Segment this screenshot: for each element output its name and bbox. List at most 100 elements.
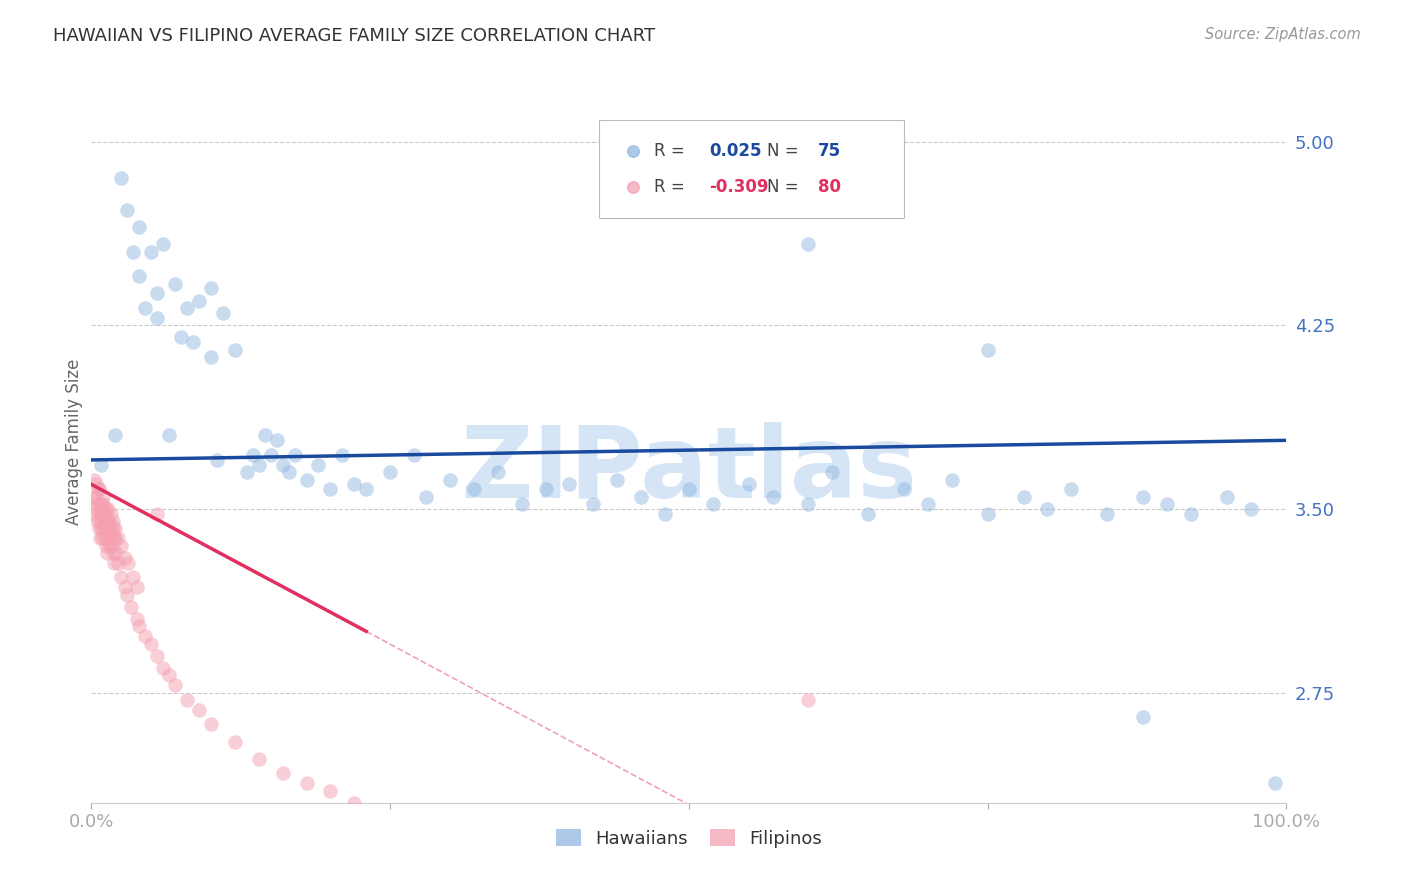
Point bbox=[97, 502, 120, 516]
Point bbox=[253, 428, 276, 442]
Point bbox=[1264, 776, 1286, 790]
Text: 80: 80 bbox=[818, 178, 841, 196]
Point bbox=[117, 556, 139, 570]
Point bbox=[534, 483, 557, 497]
Point bbox=[104, 521, 127, 535]
Point bbox=[90, 497, 112, 511]
Point bbox=[114, 580, 136, 594]
Text: N =: N = bbox=[766, 142, 803, 160]
Point bbox=[125, 612, 148, 626]
Point bbox=[89, 531, 111, 545]
Point bbox=[110, 171, 132, 186]
Point bbox=[146, 310, 169, 325]
Point bbox=[146, 286, 169, 301]
Point bbox=[141, 244, 162, 259]
Point bbox=[976, 507, 998, 521]
Point bbox=[319, 783, 342, 797]
Point bbox=[122, 244, 145, 259]
Point bbox=[224, 343, 246, 357]
Point bbox=[654, 507, 676, 521]
Point bbox=[128, 220, 150, 235]
Point bbox=[91, 507, 114, 521]
Point bbox=[94, 514, 117, 528]
Point bbox=[97, 531, 120, 545]
Point bbox=[277, 465, 299, 479]
Point bbox=[266, 434, 288, 448]
Point bbox=[378, 808, 402, 822]
Text: 0.025: 0.025 bbox=[709, 142, 762, 160]
Point bbox=[510, 497, 533, 511]
Point bbox=[90, 458, 112, 472]
Point bbox=[1240, 502, 1263, 516]
Point bbox=[93, 497, 114, 511]
Point bbox=[86, 514, 108, 528]
Point bbox=[84, 490, 107, 504]
Point bbox=[200, 350, 222, 364]
Text: 75: 75 bbox=[818, 142, 841, 160]
Point bbox=[176, 301, 198, 315]
Point bbox=[122, 570, 145, 584]
Text: N =: N = bbox=[766, 178, 803, 196]
Point bbox=[120, 599, 142, 614]
Point bbox=[558, 477, 581, 491]
Point bbox=[284, 448, 307, 462]
Point bbox=[110, 539, 132, 553]
Point bbox=[115, 588, 138, 602]
Point bbox=[211, 306, 233, 320]
Point bbox=[319, 483, 342, 497]
Point bbox=[1215, 490, 1237, 504]
Point bbox=[90, 497, 112, 511]
Point bbox=[94, 502, 117, 516]
Point bbox=[98, 521, 121, 535]
Text: HAWAIIAN VS FILIPINO AVERAGE FAMILY SIZE CORRELATION CHART: HAWAIIAN VS FILIPINO AVERAGE FAMILY SIZE… bbox=[53, 27, 655, 45]
Point bbox=[163, 277, 186, 291]
Point bbox=[83, 507, 105, 521]
Point bbox=[797, 237, 820, 252]
Point bbox=[170, 330, 193, 344]
Text: Source: ZipAtlas.com: Source: ZipAtlas.com bbox=[1205, 27, 1361, 42]
Point bbox=[1180, 507, 1202, 521]
Point bbox=[134, 301, 156, 315]
Point bbox=[797, 497, 820, 511]
Point bbox=[93, 521, 115, 535]
Point bbox=[84, 477, 107, 491]
Point bbox=[404, 448, 426, 462]
Point bbox=[247, 752, 270, 766]
Point bbox=[354, 483, 377, 497]
Point bbox=[100, 507, 122, 521]
Point bbox=[163, 678, 186, 692]
Point bbox=[100, 526, 122, 541]
Point bbox=[941, 473, 963, 487]
Point bbox=[893, 483, 915, 497]
Point bbox=[87, 483, 110, 497]
Point bbox=[84, 490, 107, 504]
Point bbox=[630, 490, 652, 504]
Point bbox=[93, 521, 114, 535]
Point bbox=[307, 458, 329, 472]
Point bbox=[295, 473, 318, 487]
Point bbox=[104, 428, 127, 442]
Point bbox=[101, 546, 124, 560]
Point bbox=[104, 531, 127, 545]
Point bbox=[125, 580, 148, 594]
Point bbox=[332, 448, 354, 462]
Text: -0.309: -0.309 bbox=[709, 178, 769, 196]
Point bbox=[110, 570, 132, 584]
FancyBboxPatch shape bbox=[599, 120, 904, 218]
Point bbox=[378, 465, 402, 479]
Point bbox=[181, 335, 204, 350]
Text: ZIPatlas: ZIPatlas bbox=[461, 422, 917, 519]
Point bbox=[152, 237, 174, 252]
Point bbox=[271, 458, 294, 472]
Point bbox=[737, 477, 759, 491]
Point bbox=[96, 546, 118, 560]
Point bbox=[84, 502, 107, 516]
Point bbox=[1060, 483, 1083, 497]
Point bbox=[821, 465, 844, 479]
Point bbox=[87, 483, 110, 497]
Point bbox=[176, 693, 198, 707]
Point bbox=[157, 668, 180, 682]
Point bbox=[582, 497, 605, 511]
Point bbox=[343, 796, 366, 810]
Point bbox=[1156, 497, 1178, 511]
